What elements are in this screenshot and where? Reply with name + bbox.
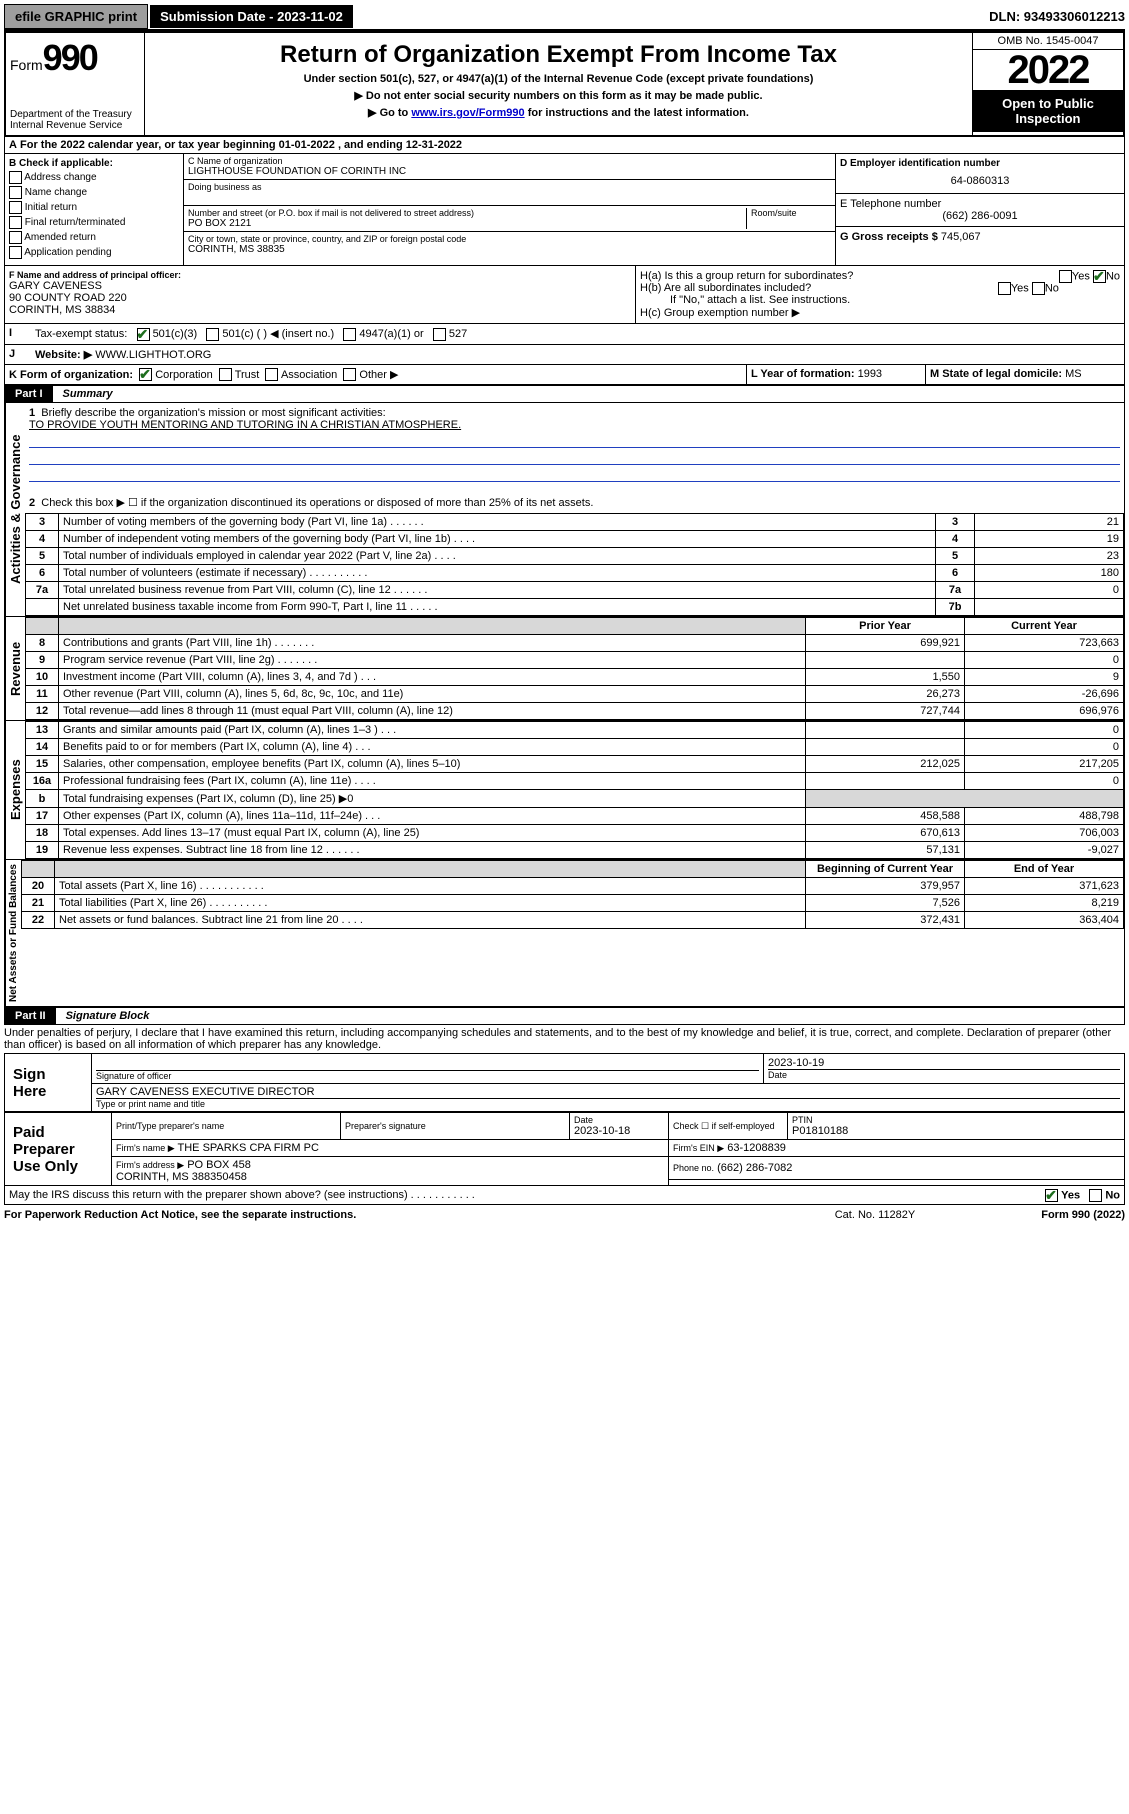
dept-treasury: Department of the Treasury Internal Reve… bbox=[10, 109, 140, 131]
checkbox-address-change[interactable] bbox=[9, 171, 22, 184]
checkbox-app-pending[interactable] bbox=[9, 246, 22, 259]
year-formation: 1993 bbox=[858, 368, 882, 380]
form-title: Return of Organization Exempt From Incom… bbox=[153, 41, 964, 69]
h-a: H(a) Is this a group return for subordin… bbox=[640, 270, 1120, 282]
section-c: C Name of organization LIGHTHOUSE FOUNDA… bbox=[184, 154, 835, 265]
telephone: (662) 286-0091 bbox=[840, 210, 1120, 222]
officer-addr2: CORINTH, MS 38834 bbox=[9, 304, 631, 316]
part-i-header: Part I Summary bbox=[4, 385, 1125, 403]
efile-button[interactable]: efile GRAPHIC print bbox=[4, 4, 148, 29]
firm-addr2: CORINTH, MS 388350458 bbox=[116, 1171, 247, 1183]
org-street: PO BOX 2121 bbox=[188, 218, 746, 229]
discuss-row: May the IRS discuss this return with the… bbox=[4, 1186, 1125, 1205]
vlabel-governance: Activities & Governance bbox=[5, 403, 25, 616]
checkbox-hb-yes[interactable] bbox=[998, 282, 1011, 295]
footer: For Paperwork Reduction Act Notice, see … bbox=[4, 1205, 1125, 1221]
instructions-link[interactable]: www.irs.gov/Form990 bbox=[411, 107, 524, 119]
checkbox-527[interactable] bbox=[433, 328, 446, 341]
ssn-note: ▶ Do not enter social security numbers o… bbox=[153, 89, 964, 102]
h-c: H(c) Group exemption number ▶ bbox=[640, 306, 1120, 319]
instructions-link-row: ▶ Go to www.irs.gov/Form990 for instruct… bbox=[153, 106, 964, 119]
checkbox-trust[interactable] bbox=[219, 368, 232, 381]
checkbox-discuss-no[interactable] bbox=[1089, 1189, 1102, 1202]
org-info-block: B Check if applicable: Address change Na… bbox=[4, 154, 1125, 266]
expenses-table: 13Grants and similar amounts paid (Part … bbox=[25, 721, 1124, 859]
form-subtitle: Under section 501(c), 527, or 4947(a)(1)… bbox=[153, 73, 964, 85]
checkbox-name-change[interactable] bbox=[9, 186, 22, 199]
firm-name: THE SPARKS CPA FIRM PC bbox=[178, 1142, 319, 1154]
part-i-body: Activities & Governance 1 Briefly descri… bbox=[4, 403, 1125, 617]
form-number: Form990 bbox=[10, 37, 140, 79]
state-domicile: MS bbox=[1065, 368, 1082, 380]
checkbox-501c[interactable] bbox=[206, 328, 219, 341]
officer-name-title: GARY CAVENESS EXECUTIVE DIRECTOR bbox=[96, 1086, 1120, 1098]
section-klm: K Form of organization: Corporation Trus… bbox=[4, 365, 1125, 386]
part-ii-header: Part II Signature Block bbox=[4, 1007, 1125, 1025]
gross-receipts: 745,067 bbox=[941, 231, 981, 243]
org-name: LIGHTHOUSE FOUNDATION OF CORINTH INC bbox=[188, 166, 831, 177]
sig-date: 2023-10-19 bbox=[768, 1057, 1120, 1069]
section-a: A For the 2022 calendar year, or tax yea… bbox=[4, 137, 1125, 154]
vlabel-netassets: Net Assets or Fund Balances bbox=[5, 860, 21, 1006]
checkbox-final-return[interactable] bbox=[9, 216, 22, 229]
form-header: Form990 Department of the Treasury Inter… bbox=[4, 31, 1125, 137]
declaration: Under penalties of perjury, I declare th… bbox=[4, 1025, 1125, 1053]
tax-year: 2022 bbox=[973, 50, 1123, 90]
section-d-g: D Employer identification number 64-0860… bbox=[835, 154, 1124, 265]
org-city: CORINTH, MS 38835 bbox=[188, 244, 831, 255]
ein: 64-0860313 bbox=[840, 175, 1120, 187]
vlabel-expenses: Expenses bbox=[5, 721, 25, 859]
paid-preparer-block: Paid Preparer Use Only Print/Type prepar… bbox=[4, 1112, 1125, 1186]
officer-addr1: 90 COUNTY ROAD 220 bbox=[9, 292, 631, 304]
checkbox-corp[interactable] bbox=[139, 368, 152, 381]
checkbox-501c3[interactable] bbox=[137, 328, 150, 341]
checkbox-initial-return[interactable] bbox=[9, 201, 22, 214]
checkbox-hb-no[interactable] bbox=[1032, 282, 1045, 295]
checkbox-discuss-yes[interactable] bbox=[1045, 1189, 1058, 1202]
h-b: H(b) Are all subordinates included? Yes … bbox=[640, 282, 1120, 294]
section-b: B Check if applicable: Address change Na… bbox=[5, 154, 184, 265]
firm-addr1: PO BOX 458 bbox=[187, 1159, 251, 1171]
checkbox-ha-no[interactable] bbox=[1093, 270, 1106, 283]
website: WWW.LIGHTHOT.ORG bbox=[95, 349, 211, 361]
governance-table: 3Number of voting members of the governi… bbox=[25, 513, 1124, 616]
section-j: J Website: ▶ WWW.LIGHTHOT.ORG bbox=[4, 345, 1125, 365]
top-bar: efile GRAPHIC print Submission Date - 20… bbox=[4, 4, 1125, 31]
checkbox-4947[interactable] bbox=[343, 328, 356, 341]
dln: DLN: 93493306012213 bbox=[989, 9, 1125, 24]
submission-date: Submission Date - 2023-11-02 bbox=[150, 5, 353, 28]
firm-phone: (662) 286-7082 bbox=[717, 1162, 792, 1174]
checkbox-assoc[interactable] bbox=[265, 368, 278, 381]
mission-text: TO PROVIDE YOUTH MENTORING AND TUTORING … bbox=[29, 419, 461, 431]
revenue-table: Prior YearCurrent Year8Contributions and… bbox=[25, 617, 1124, 720]
netassets-table: Beginning of Current YearEnd of Year20To… bbox=[21, 860, 1124, 929]
checkbox-amended[interactable] bbox=[9, 231, 22, 244]
officer-name: GARY CAVENESS bbox=[9, 280, 631, 292]
vlabel-revenue: Revenue bbox=[5, 617, 25, 720]
firm-ein: 63-1208839 bbox=[727, 1142, 786, 1154]
prep-date: 2023-10-18 bbox=[574, 1125, 630, 1137]
ptin: P01810188 bbox=[792, 1125, 848, 1137]
checkbox-other[interactable] bbox=[343, 368, 356, 381]
section-f-h: F Name and address of principal officer:… bbox=[4, 266, 1125, 324]
sign-here-block: Sign Here Signature of officer 2023-10-1… bbox=[4, 1053, 1125, 1112]
checkbox-ha-yes[interactable] bbox=[1059, 270, 1072, 283]
section-i: I Tax-exempt status: 501(c)(3) 501(c) ( … bbox=[4, 324, 1125, 345]
open-to-public: Open to Public Inspection bbox=[973, 90, 1123, 132]
